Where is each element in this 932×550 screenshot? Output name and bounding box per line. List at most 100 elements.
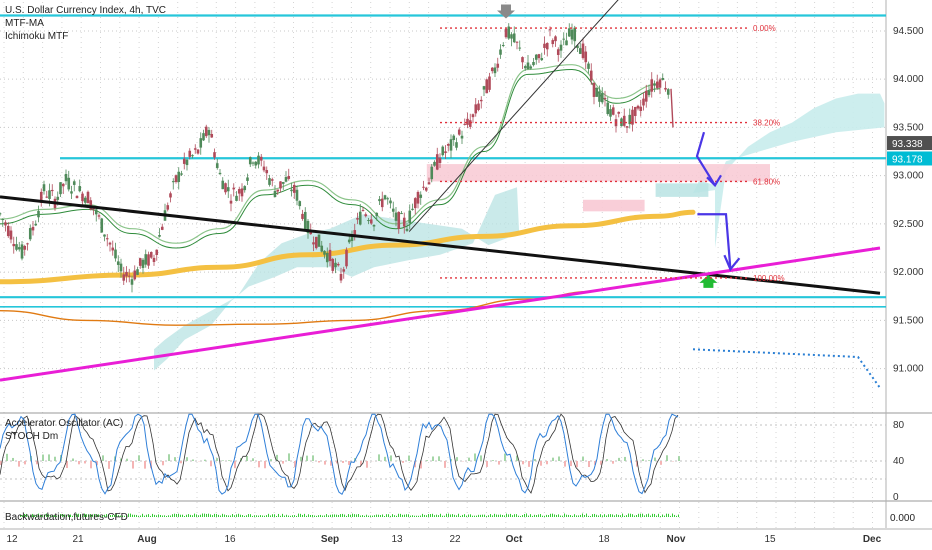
backwardation-bar (238, 513, 239, 517)
backwardation-bar (366, 514, 367, 517)
candle-body (405, 228, 409, 231)
backwardation-bar (88, 514, 89, 517)
backwardation-bar (426, 515, 427, 517)
candle-body (504, 28, 508, 38)
candle-body (180, 173, 183, 175)
backwardation-bar (296, 515, 297, 517)
candle-body (587, 63, 590, 69)
backwardation-bar (512, 515, 513, 517)
backwardation-bar (574, 514, 575, 517)
candle-body (116, 261, 120, 265)
candle-body (562, 38, 566, 40)
ac-histogram-bar (90, 461, 92, 469)
candle-body (347, 239, 351, 243)
time-tick-label: Oct (506, 534, 523, 545)
candle-body (413, 198, 417, 209)
candle-body (325, 252, 329, 263)
backwardation-bar (196, 514, 197, 517)
backwardation-bar (148, 514, 149, 517)
backwardation-bar (584, 514, 585, 517)
candle-body (251, 162, 255, 164)
backwardation-bar (314, 515, 315, 517)
ac-histogram-bar (162, 461, 164, 466)
candle-body (12, 243, 16, 247)
ac-histogram-bar (252, 458, 254, 461)
backwardation-bar (594, 513, 595, 517)
ac-histogram-bar (36, 461, 38, 465)
price-badge-label: 93.338 (892, 139, 923, 150)
ichimoku-cloud-past (154, 187, 520, 371)
ac-histogram-bar (42, 454, 44, 461)
ac-histogram-bar (132, 461, 134, 469)
forecast-arrow-1-head (706, 174, 722, 188)
backwardation-bar (134, 514, 135, 517)
backwardation-bar (66, 515, 67, 517)
backwardation-bar (172, 514, 173, 517)
trendlines[interactable] (0, 0, 881, 382)
candle-body (144, 254, 148, 265)
candle-body (427, 182, 431, 185)
candle-body (152, 257, 156, 262)
backwardation-bar (44, 514, 45, 517)
ac-histogram-bar (666, 455, 668, 461)
candle-body (108, 242, 112, 245)
ac-histogram-bar (138, 455, 140, 461)
backwardation-bar (284, 515, 285, 517)
candle-body (72, 181, 76, 185)
backwardation-bar (428, 514, 429, 517)
backwardation-bar (388, 514, 389, 517)
backwardation-bar (306, 515, 307, 517)
candle-body (452, 135, 456, 141)
horizontal-levels (0, 14, 886, 308)
candle-body (576, 45, 579, 49)
ac-histogram-bar (378, 454, 380, 461)
candle-body (320, 245, 324, 252)
backwardation-bar (650, 515, 651, 517)
time-tick-label: Nov (667, 534, 686, 545)
backwardation-bar (576, 515, 577, 517)
candle-body (204, 126, 208, 137)
candle-body (380, 198, 384, 208)
backwardation-bar (566, 514, 567, 517)
backwardation-bar (532, 515, 533, 517)
backwardation-bar (260, 515, 261, 517)
fibonacci-levels[interactable]: 0.00% 38.20% 61.80% 100.00% (440, 24, 785, 283)
backwardation-bar (50, 515, 51, 517)
forecast-arrows[interactable] (692, 131, 881, 389)
backwardation-bar (250, 514, 251, 517)
backwardation-bar (534, 514, 535, 517)
backwardation-bar (52, 515, 53, 517)
backwardation-bar (166, 515, 167, 517)
backwardation-bar (636, 515, 637, 517)
backwardation-bar (160, 514, 161, 517)
ma-ribbon-light (0, 64, 661, 244)
ac-histogram-bar (612, 461, 614, 464)
backwardation-bar (398, 513, 399, 517)
backwardation-bar (280, 515, 281, 517)
candle-body (268, 178, 271, 185)
backwardation-bar (286, 514, 287, 517)
backwardation-bar (80, 514, 81, 517)
candle-body (59, 182, 62, 195)
indicator-label-mtf-ma: MTF-MA (5, 18, 44, 29)
candle-body (23, 245, 27, 250)
backwardation-bar (116, 513, 117, 517)
candle-body (488, 76, 491, 90)
backwardation-bar (90, 514, 91, 517)
backwardation-bar (62, 514, 63, 517)
backwardation-bar (144, 515, 145, 517)
candle-body (408, 210, 412, 224)
candle-body (306, 220, 310, 234)
backwardation-bar (462, 514, 463, 517)
price-tick-label: 93.500 (893, 122, 924, 133)
backwardation-bar (298, 513, 299, 517)
backwardation-bar (568, 514, 569, 517)
candle-body (457, 129, 461, 135)
backwardation-bar (108, 514, 109, 517)
backwardation-bar (392, 514, 393, 517)
candle-body (460, 135, 464, 139)
candle-body (70, 191, 73, 194)
candle-body (111, 247, 115, 251)
backwardation-bar (672, 513, 673, 517)
